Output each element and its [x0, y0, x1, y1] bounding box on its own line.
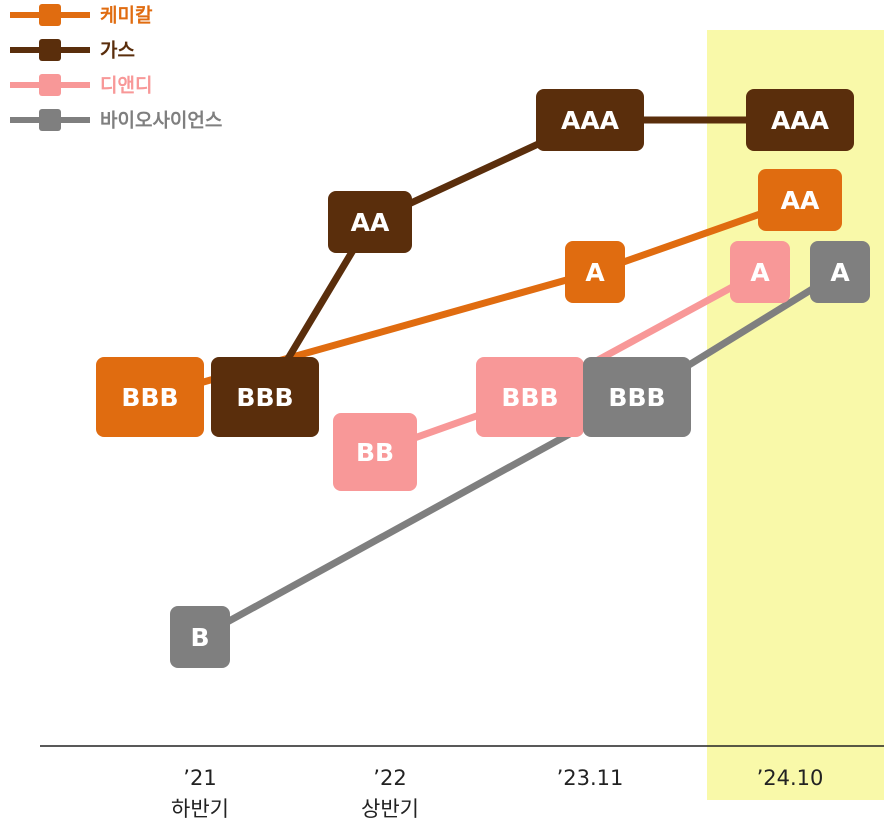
x-tick-label: ’23.11 [557, 766, 624, 790]
legend-marker [39, 39, 61, 61]
rating-box [810, 241, 870, 303]
legend-marker [39, 74, 61, 96]
rating-box [758, 169, 842, 231]
rating-label: BB [356, 438, 394, 467]
legend-label: 디앤디 [100, 75, 152, 97]
highlight-band [707, 30, 884, 800]
rating-box [328, 191, 412, 253]
x-tick-label: ’22 [373, 766, 406, 790]
rating-label: AAA [771, 106, 830, 135]
rating-label: AA [781, 186, 820, 215]
x-tick-label: 상반기 [361, 797, 419, 821]
rating-box [746, 89, 854, 151]
rating-label: BBB [501, 383, 558, 412]
rating-box [96, 357, 204, 437]
legend-label: 가스 [100, 40, 135, 62]
rating-label: BBB [608, 383, 665, 412]
rating-box [730, 241, 790, 303]
rating-label: B [190, 623, 209, 652]
rating-label: A [750, 258, 770, 287]
x-tick-label: ’24.10 [757, 766, 824, 790]
rating-label: BBB [236, 383, 293, 412]
x-tick-label: ’21 [183, 766, 216, 790]
rating-label: A [830, 258, 850, 287]
legend-marker [39, 4, 61, 26]
x-tick-label: 하반기 [171, 797, 229, 821]
rating-box [211, 357, 319, 437]
rating-box [170, 606, 230, 668]
legend-label: 케미칼 [100, 5, 153, 27]
rating-label: BBB [121, 383, 178, 412]
legend-label: 바이오사이언스 [100, 110, 222, 132]
rating-box [583, 357, 691, 437]
series-line [261, 116, 800, 399]
rating-box [333, 413, 417, 491]
rating-label: AAA [561, 106, 620, 135]
rating-box [565, 241, 625, 303]
rating-box [476, 357, 584, 437]
rating-label: A [585, 258, 605, 287]
rating-label: AA [351, 208, 390, 237]
legend-marker [39, 109, 61, 131]
rating-box [536, 89, 644, 151]
